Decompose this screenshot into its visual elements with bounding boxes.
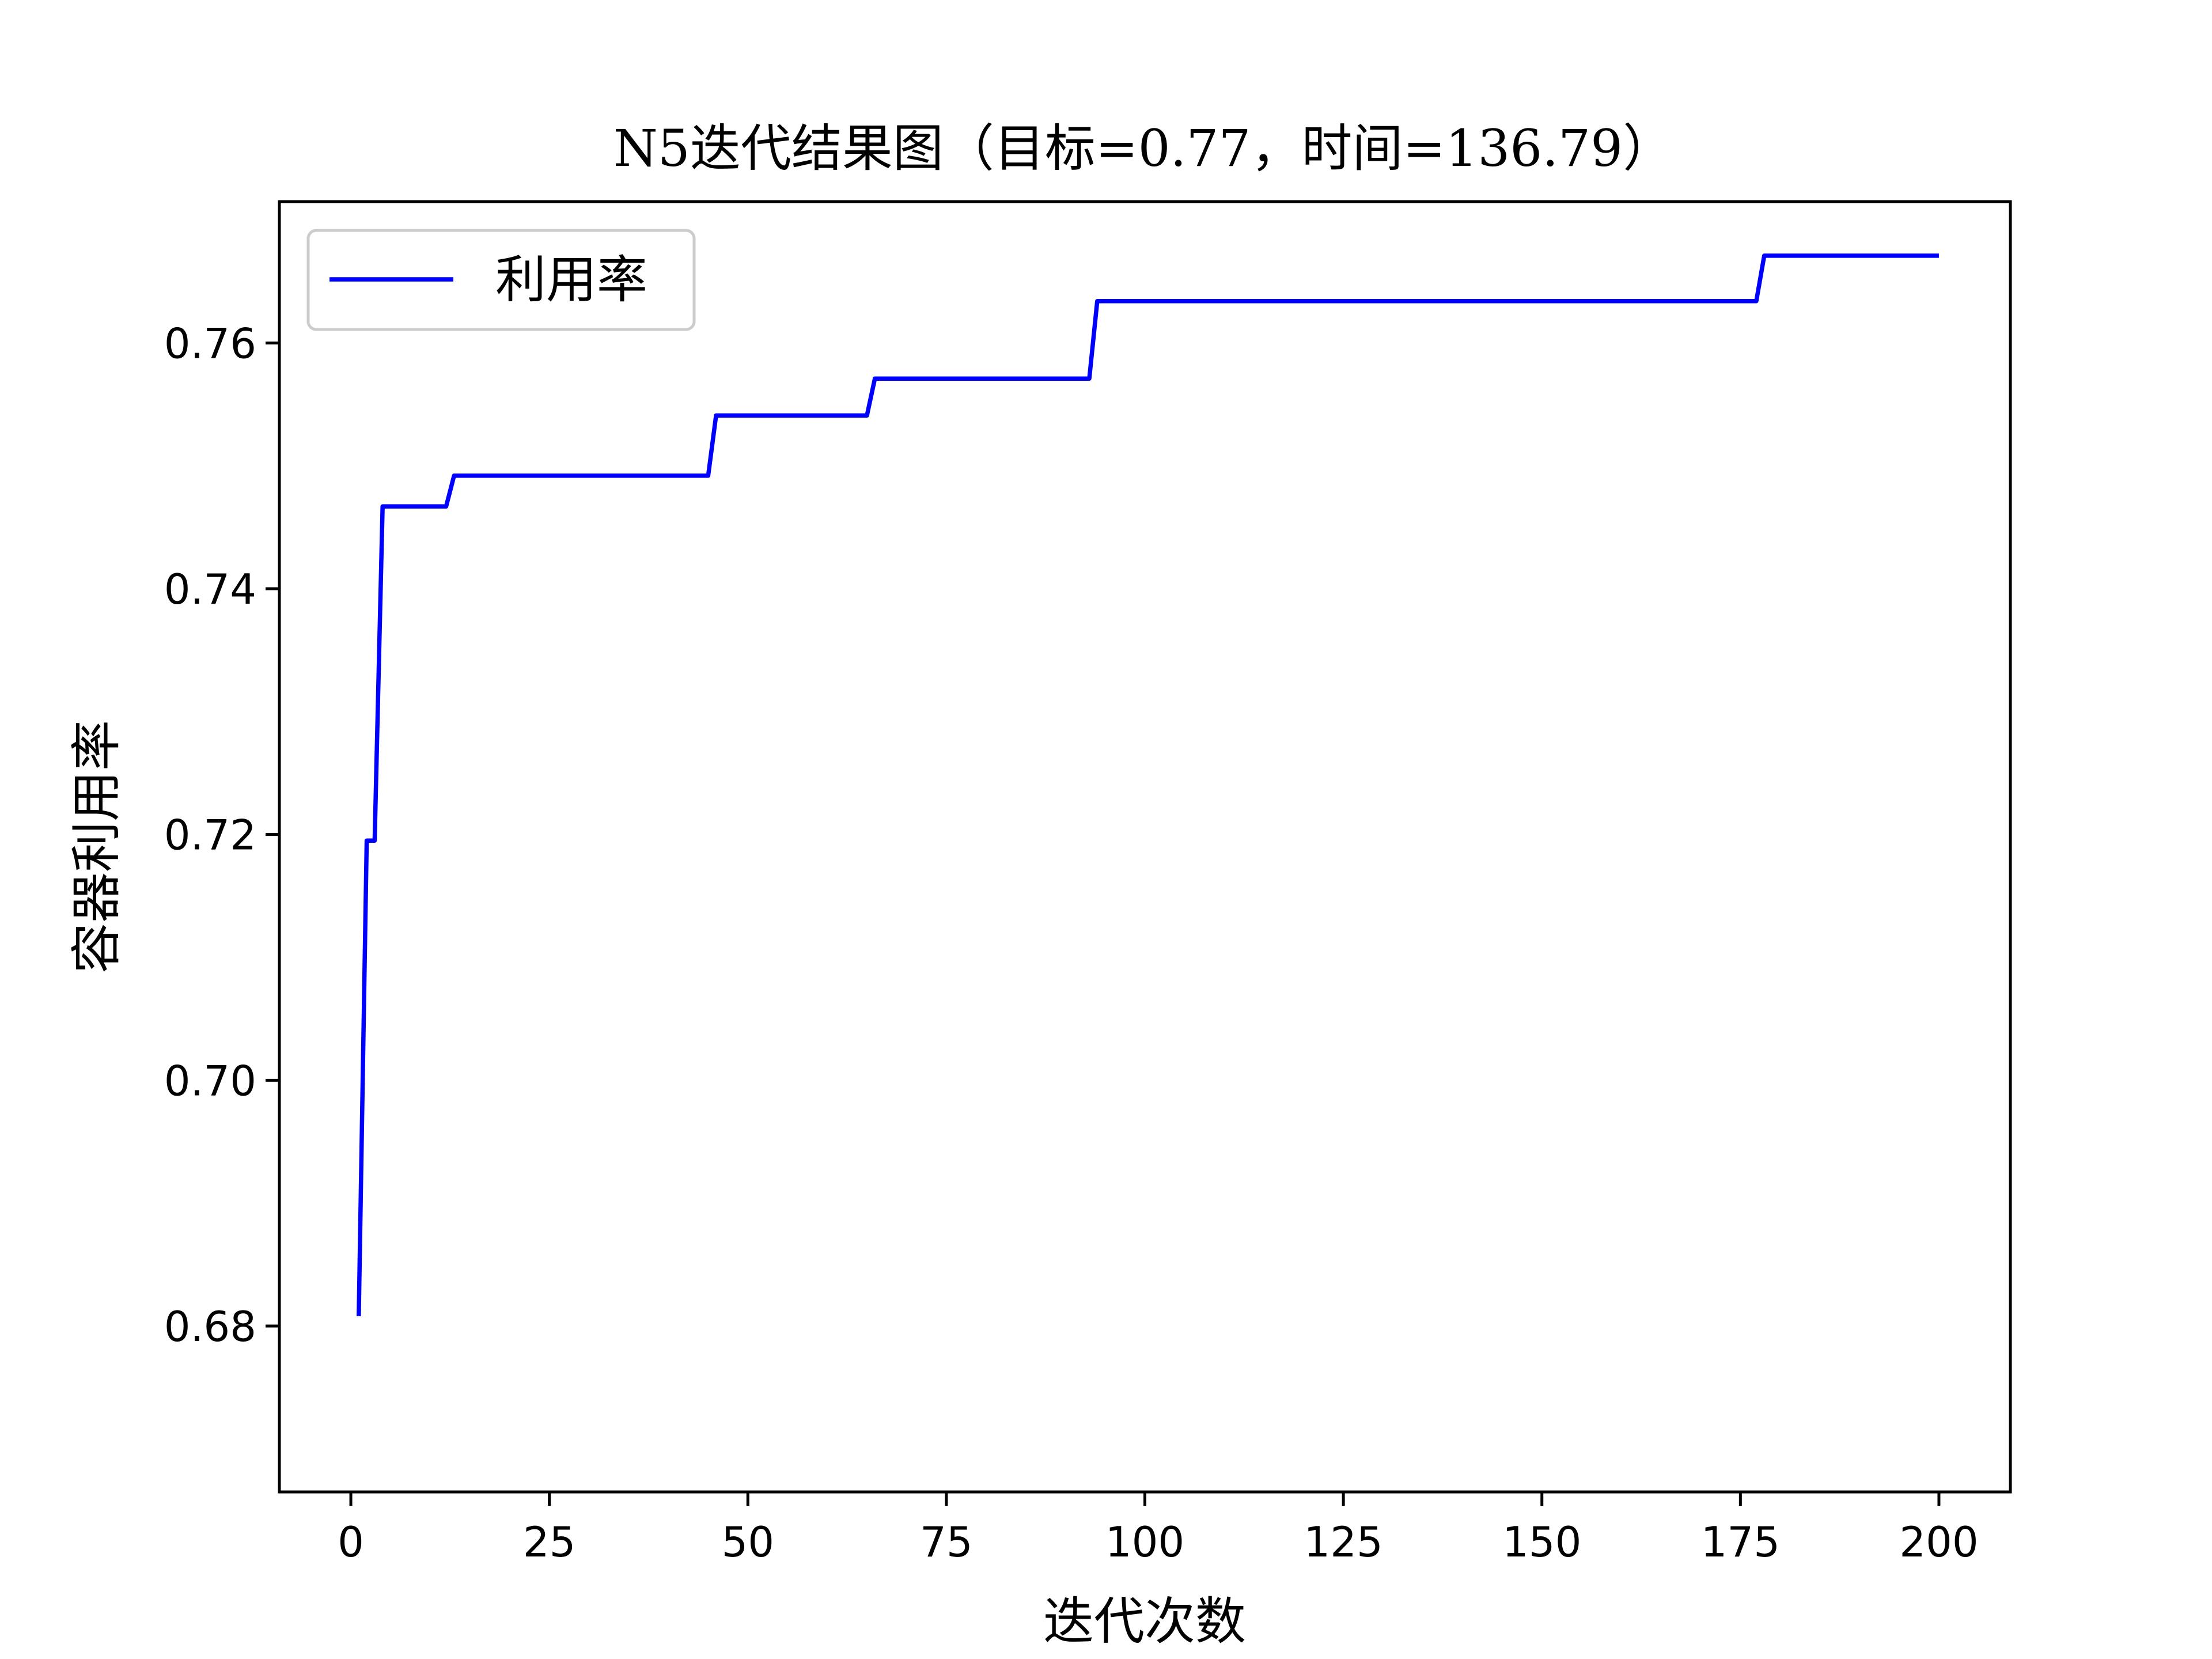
- x-tick-label: 100: [1105, 1518, 1184, 1566]
- x-tick-label: 125: [1304, 1518, 1382, 1566]
- x-tick-label: 50: [721, 1518, 774, 1566]
- x-tick-label: 25: [523, 1518, 576, 1566]
- x-axis-label: 迭代次数: [1043, 1592, 1246, 1651]
- y-tick-label: 0.68: [164, 1302, 256, 1351]
- y-tick-label: 0.72: [164, 811, 256, 859]
- x-tick-label: 175: [1701, 1518, 1780, 1566]
- y-tick-label: 0.76: [164, 319, 256, 368]
- line-layer: [357, 253, 1939, 1316]
- y-tick-label: 0.74: [164, 565, 256, 613]
- x-tick-label: 200: [1899, 1518, 1978, 1566]
- legend-box: [306, 229, 696, 331]
- y-axis: 0.68 0.70 0.72 0.74 0.76: [164, 319, 279, 1351]
- plot-area: [278, 200, 2012, 1494]
- chart-title: N5迭代结果图（目标=0.77，时间=136.79）: [613, 119, 1673, 178]
- series-line-0: [357, 253, 1939, 1316]
- x-axis: 0 25 50 75 100 125 150 175 200: [338, 1492, 1979, 1566]
- legend: 利用率: [306, 229, 696, 331]
- y-axis-label: 容器利用率: [67, 720, 126, 974]
- x-tick-label: 150: [1502, 1518, 1581, 1566]
- plot-background: [279, 202, 2010, 1492]
- y-tick-label: 0.70: [164, 1056, 256, 1105]
- x-tick-label: 0: [338, 1518, 364, 1566]
- legend-label-utilization: 利用率: [495, 250, 647, 309]
- x-tick-label: 75: [920, 1518, 973, 1566]
